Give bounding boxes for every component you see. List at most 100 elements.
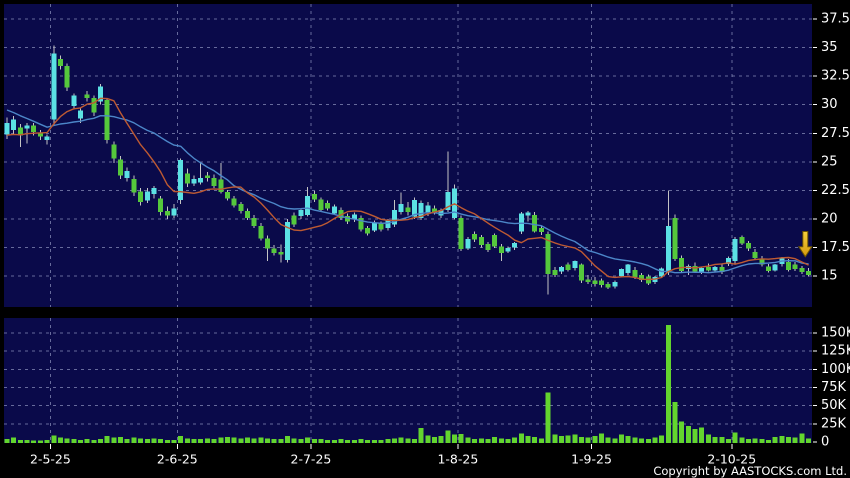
- candle-down: [325, 202, 331, 209]
- volume-bar: [639, 438, 645, 443]
- volume-bar: [779, 436, 785, 443]
- candle-up: [572, 261, 578, 269]
- candle-down: [251, 217, 257, 226]
- volume-bar: [291, 438, 297, 443]
- candle-up: [71, 95, 77, 106]
- candle-down: [485, 244, 491, 250]
- volume-bar: [432, 436, 438, 443]
- candle-down: [752, 252, 758, 258]
- candle-down: [792, 264, 798, 270]
- candle-up: [351, 214, 357, 220]
- volume-bar: [605, 437, 611, 443]
- volume-bar: [238, 438, 244, 443]
- price-axis-label: 37.5: [821, 12, 850, 27]
- volume-bar: [565, 435, 571, 443]
- volume-bar: [64, 438, 70, 443]
- candle-down: [57, 58, 63, 66]
- candle-down: [365, 228, 371, 234]
- candle-up: [305, 196, 311, 215]
- candle-up: [331, 206, 337, 214]
- volume-bar: [51, 435, 57, 443]
- volume-bar: [144, 439, 150, 443]
- volume-bar: [298, 439, 304, 443]
- volume-axis-label: 75K: [821, 380, 847, 395]
- volume-bar: [632, 437, 638, 443]
- volume-bar: [311, 439, 317, 443]
- volume-bar: [438, 436, 444, 443]
- volume-bar: [91, 439, 97, 443]
- volume-bar: [218, 437, 224, 443]
- date-axis-label: 2-7-25: [291, 452, 332, 467]
- volume-bar: [385, 439, 391, 443]
- volume-bar: [77, 439, 83, 443]
- candle-down: [592, 280, 598, 285]
- volume-bar: [358, 439, 364, 443]
- candle-down: [218, 179, 224, 193]
- volume-bar: [806, 438, 812, 443]
- candle-down: [458, 217, 464, 250]
- volume-bar: [271, 439, 277, 443]
- volume-bar: [745, 439, 751, 443]
- volume-bar: [57, 437, 63, 443]
- volume-bar: [278, 439, 284, 443]
- volume-bar: [458, 434, 464, 443]
- candle-up: [772, 264, 778, 271]
- candle-down: [565, 264, 571, 270]
- volume-bar: [578, 436, 584, 443]
- candle-down: [538, 228, 544, 233]
- price-axis-label: 17.5: [821, 240, 850, 255]
- candle-down: [405, 207, 411, 213]
- volume-bar: [712, 436, 718, 443]
- candle-down: [258, 225, 264, 239]
- candle-down: [31, 125, 37, 133]
- volume-bar: [171, 439, 177, 443]
- volume-bar: [445, 430, 451, 443]
- volume-bar: [572, 434, 578, 443]
- volume-bar: [104, 436, 110, 443]
- candle-up: [525, 212, 531, 216]
- volume-axis-label: 100K: [821, 362, 850, 377]
- volume-bar: [411, 439, 417, 443]
- candle-up: [44, 136, 50, 141]
- candle-down: [104, 100, 110, 141]
- volume-bar: [198, 439, 204, 443]
- volume-bar: [498, 438, 504, 443]
- volume-bar: [478, 438, 484, 443]
- candle-up: [518, 213, 524, 232]
- candle-down: [766, 266, 772, 271]
- volume-bar: [331, 439, 337, 443]
- volume-bar: [158, 439, 164, 443]
- price-axis-labels: 37.5 35 32.5 30 27.5 25 22.5 20 17.5 15: [813, 12, 850, 284]
- candle-down: [84, 94, 90, 98]
- candle-down: [498, 246, 504, 254]
- candle-up: [411, 200, 417, 217]
- volume-bar: [525, 436, 531, 443]
- volume-bar: [752, 438, 758, 443]
- volume-bar: [792, 437, 798, 443]
- volume-bar: [351, 439, 357, 443]
- candle-down: [378, 223, 384, 230]
- volume-bar: [786, 436, 792, 443]
- volume-bar: [37, 440, 43, 443]
- candle-down: [271, 248, 277, 254]
- volume-bar: [452, 434, 458, 443]
- candle-down: [111, 144, 117, 159]
- price-axis-label: 32.5: [821, 69, 850, 84]
- volume-bar: [371, 439, 377, 443]
- candle-down: [238, 204, 244, 211]
- candle-down: [158, 198, 164, 213]
- volume-bar: [612, 438, 618, 443]
- volume-axis-label: 50K: [821, 398, 847, 413]
- volume-bar: [118, 436, 124, 443]
- volume-bar: [98, 439, 104, 443]
- candle-up: [77, 110, 83, 119]
- candle-down: [291, 215, 297, 225]
- volume-bar: [772, 436, 778, 443]
- candle-up: [465, 238, 471, 249]
- volume-bar: [766, 439, 772, 443]
- candle-down: [578, 264, 584, 281]
- volume-bar: [732, 432, 738, 443]
- candle-up: [11, 119, 17, 130]
- candle-up: [505, 248, 511, 252]
